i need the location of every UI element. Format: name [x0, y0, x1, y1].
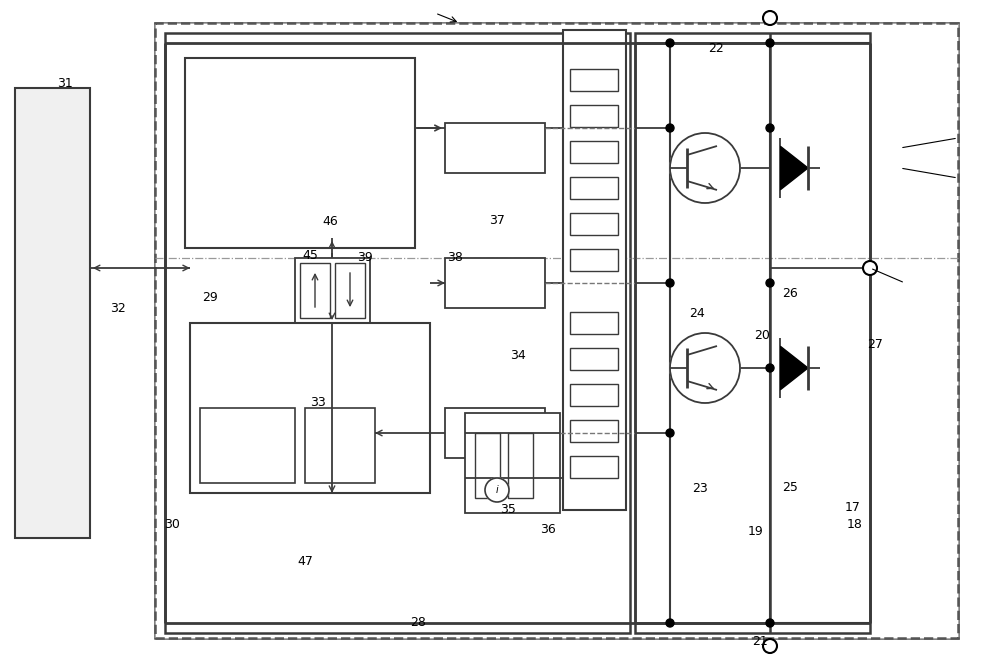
Circle shape: [666, 39, 674, 47]
Text: 39: 39: [357, 250, 373, 264]
Text: 30: 30: [164, 518, 180, 531]
Circle shape: [670, 333, 740, 403]
Bar: [155, 23, 958, 638]
Bar: [15, 88, 90, 538]
Text: 26: 26: [782, 287, 798, 301]
Bar: [570, 177, 618, 199]
Bar: [570, 456, 618, 478]
Text: 37: 37: [489, 214, 505, 227]
Bar: [563, 30, 626, 510]
Text: 38: 38: [447, 250, 463, 264]
Circle shape: [766, 124, 774, 132]
Text: 18: 18: [847, 518, 863, 531]
Bar: [475, 433, 500, 498]
Bar: [445, 408, 545, 458]
Bar: [165, 33, 630, 633]
Circle shape: [766, 364, 774, 372]
Text: 17: 17: [845, 501, 861, 514]
Bar: [465, 413, 560, 513]
Bar: [570, 348, 618, 370]
Text: 19: 19: [748, 524, 764, 538]
Text: 27: 27: [867, 337, 883, 351]
Text: 21: 21: [752, 635, 768, 648]
Circle shape: [763, 639, 777, 653]
Bar: [300, 263, 330, 318]
Circle shape: [666, 124, 674, 132]
Text: 29: 29: [202, 291, 218, 304]
Text: 32: 32: [110, 302, 126, 315]
Circle shape: [766, 619, 774, 627]
Text: 31: 31: [57, 77, 73, 90]
Circle shape: [766, 279, 774, 287]
Circle shape: [666, 279, 674, 287]
Bar: [295, 258, 370, 323]
Bar: [200, 408, 295, 483]
Bar: [570, 69, 618, 91]
Bar: [445, 258, 545, 308]
Bar: [155, 23, 958, 638]
Polygon shape: [780, 146, 808, 190]
Circle shape: [670, 133, 740, 203]
Bar: [570, 105, 618, 127]
Bar: [570, 141, 618, 163]
Bar: [570, 384, 618, 406]
Text: 25: 25: [782, 481, 798, 494]
Circle shape: [666, 429, 674, 437]
Text: 24: 24: [689, 307, 705, 321]
Text: 34: 34: [510, 349, 526, 362]
Text: 45: 45: [302, 248, 318, 262]
Text: 36: 36: [540, 522, 556, 536]
Bar: [185, 58, 415, 248]
Bar: [305, 408, 375, 483]
Bar: [570, 249, 618, 271]
Text: 33: 33: [310, 395, 326, 409]
Circle shape: [666, 619, 674, 627]
Circle shape: [485, 478, 509, 502]
Circle shape: [863, 261, 877, 275]
Bar: [508, 433, 533, 498]
Bar: [190, 323, 430, 493]
Bar: [445, 123, 545, 173]
Text: i: i: [496, 485, 498, 495]
Polygon shape: [780, 346, 808, 390]
Bar: [570, 420, 618, 442]
Circle shape: [763, 11, 777, 25]
Bar: [570, 213, 618, 235]
Text: 23: 23: [692, 482, 708, 496]
Text: 35: 35: [500, 502, 516, 516]
Bar: [635, 33, 870, 633]
Circle shape: [766, 39, 774, 47]
Bar: [335, 263, 365, 318]
Text: 22: 22: [708, 41, 724, 55]
Text: 20: 20: [754, 329, 770, 342]
Text: 47: 47: [297, 554, 313, 568]
Text: 46: 46: [322, 215, 338, 228]
Text: 28: 28: [410, 616, 426, 629]
Bar: [570, 312, 618, 334]
